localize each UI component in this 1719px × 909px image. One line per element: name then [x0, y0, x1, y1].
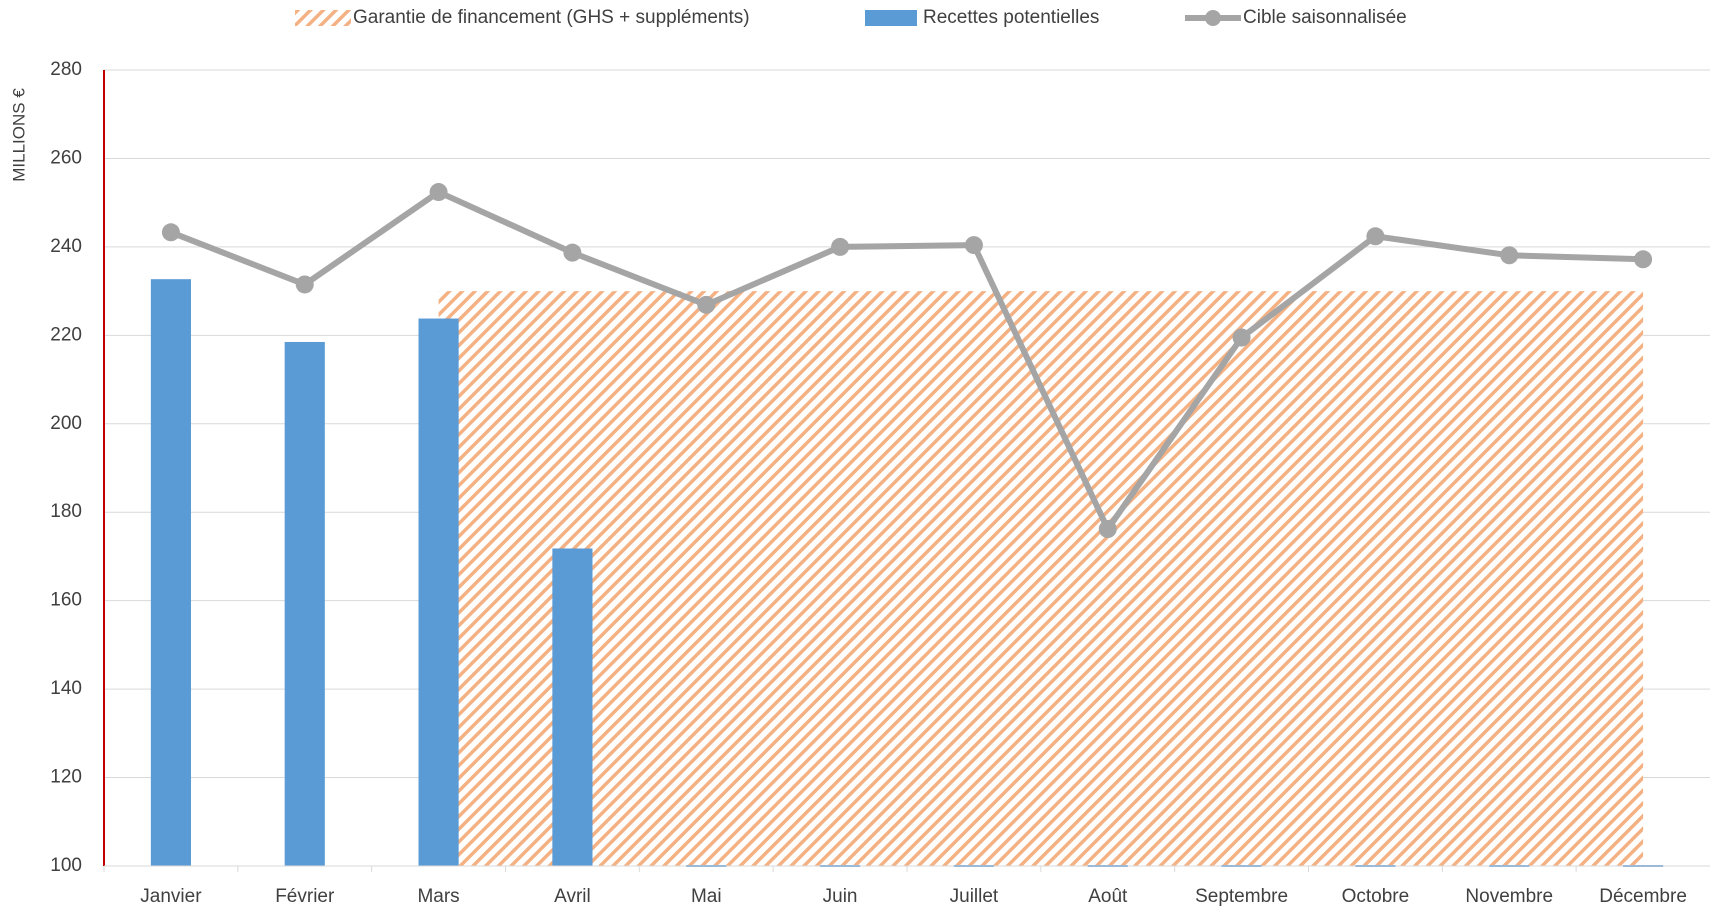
marker [1500, 246, 1519, 265]
y-tick-label: 100 [50, 855, 82, 876]
x-tick-label: Décembre [1599, 886, 1687, 907]
marker [1634, 250, 1653, 269]
area [438, 291, 1644, 867]
legend-label: Cible saisonnalisée [1243, 7, 1407, 28]
x-tick-label: Février [275, 886, 335, 907]
marker [1232, 328, 1251, 347]
y-tick-label: 200 [50, 413, 82, 434]
marker [1098, 520, 1117, 539]
bar [552, 548, 593, 866]
y-tick-label: 260 [50, 147, 82, 168]
legend-swatch [295, 10, 351, 26]
x-tick-label: Mars [417, 886, 459, 907]
legend-swatch [865, 10, 917, 26]
marker [161, 223, 180, 242]
bar [284, 341, 325, 866]
marker [964, 236, 983, 255]
y-axis-label: MILLIONS € [9, 88, 28, 182]
legend-label: Recettes potentielles [923, 7, 1099, 28]
y-tick-label: 280 [50, 59, 82, 80]
x-tick-label: Juin [823, 886, 858, 907]
y-tick-label: 140 [50, 678, 82, 699]
x-tick-label: Avril [554, 886, 591, 907]
x-tick-label: Août [1088, 886, 1128, 907]
y-tick-label: 160 [50, 590, 82, 611]
marker [1366, 227, 1385, 246]
y-tick-label: 120 [50, 767, 82, 788]
y-tick-label: 220 [50, 324, 82, 345]
legend-swatch [1205, 10, 1221, 26]
x-tick-label: Octobre [1342, 886, 1410, 907]
bar [150, 279, 191, 866]
marker [429, 183, 448, 202]
marker [831, 237, 850, 256]
marker [295, 275, 314, 294]
y-tick-label: 180 [50, 501, 82, 522]
x-tick-label: Novembre [1465, 886, 1553, 907]
x-tick-label: Janvier [140, 886, 202, 907]
marker [697, 295, 716, 314]
x-tick-label: Septembre [1195, 886, 1288, 907]
x-tick-label: Juillet [950, 886, 999, 907]
legend-label: Garantie de financement (GHS + supplémen… [353, 7, 750, 28]
line [169, 189, 1644, 533]
x-tick-label: Mai [691, 886, 722, 907]
y-tick-label: 240 [50, 236, 82, 257]
bar [418, 318, 459, 866]
marker [563, 243, 582, 262]
